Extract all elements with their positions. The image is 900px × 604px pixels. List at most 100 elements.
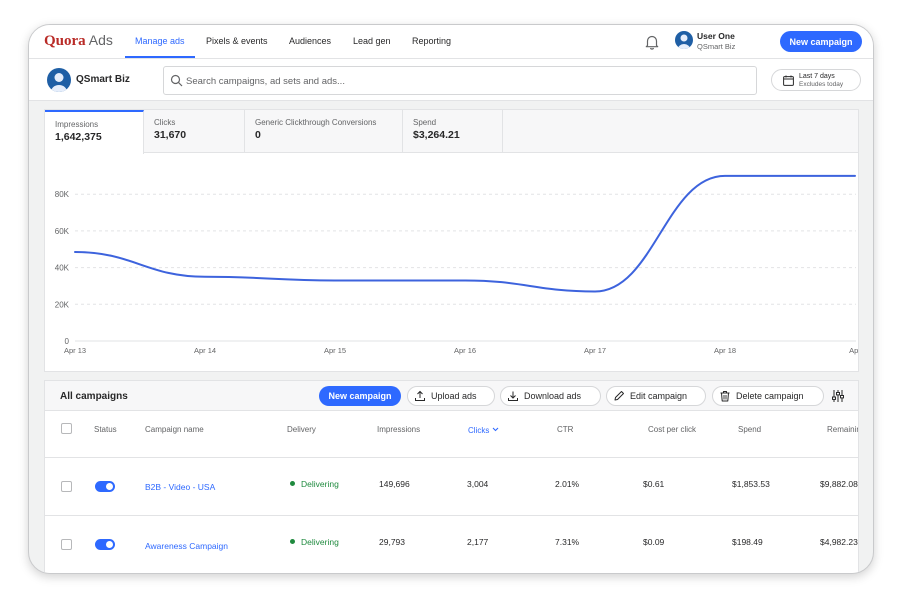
edit-campaign-button[interactable]: Edit campaign	[606, 386, 706, 406]
x-tick-label: Apr	[849, 346, 858, 355]
date-range-sublabel: Excludes today	[799, 81, 844, 88]
user-org: QSmart Biz	[697, 42, 736, 51]
date-range-label: Last 7 days	[799, 73, 835, 80]
cell-remaining: $4,982.23	[820, 537, 858, 547]
y-tick-label: 80K	[55, 190, 70, 199]
row-checkbox[interactable]	[61, 481, 72, 492]
metric-tab-impressions[interactable]: Impressions 1,642,375	[45, 110, 144, 154]
account-bar: QSmart Biz Last 7 days Excludes today	[29, 59, 873, 101]
cell-clicks: 3,004	[467, 479, 489, 489]
user-name[interactable]: User One	[697, 31, 735, 41]
tab-lead-gen[interactable]: Lead gen	[353, 36, 391, 46]
tab-manage-ads[interactable]: Manage ads	[135, 36, 185, 46]
col-delivery[interactable]: Delivery	[287, 425, 316, 434]
upload-icon	[415, 390, 425, 401]
x-tick-label: Apr 13	[64, 346, 86, 355]
metric-tab-conversions[interactable]: Generic Clickthrough Conversions 0	[245, 110, 403, 153]
delivering-dot-icon	[290, 539, 295, 544]
delivery-status-label: Delivering	[301, 537, 339, 547]
metric-tab-clicks[interactable]: Clicks 31,670	[144, 110, 245, 153]
col-spend[interactable]: Spend	[738, 425, 762, 434]
campaigns-toolbar: All campaigns New campaign Upload ads Do…	[45, 381, 858, 411]
account-avatar[interactable]	[47, 68, 71, 92]
date-range-picker[interactable]: Last 7 days Excludes today	[771, 69, 861, 91]
metric-tab-spend[interactable]: Spend $3,264.21	[403, 110, 503, 153]
cell-spend: $1,853.53	[732, 479, 770, 489]
col-ctr[interactable]: CTR	[557, 425, 574, 434]
metric-tabs: Impressions 1,642,375 Clicks 31,670 Gene…	[45, 110, 858, 154]
metric-label: Clicks	[154, 118, 176, 127]
delete-campaign-button[interactable]: Delete campaign	[712, 386, 824, 406]
pencil-icon	[614, 391, 624, 401]
select-all-checkbox[interactable]	[61, 423, 72, 434]
new-campaign-button[interactable]: New campaign	[780, 31, 862, 52]
table-new-campaign-button[interactable]: New campaign	[319, 386, 401, 406]
x-tick-label: Apr 17	[584, 346, 606, 355]
download-ads-label: Download ads	[524, 391, 582, 401]
delivery-status: Delivering	[290, 479, 339, 489]
x-tick-label: Apr 16	[454, 346, 476, 355]
metric-value: 1,642,375	[55, 131, 102, 143]
search-icon	[170, 74, 183, 87]
cell-cost-per-click: $0.61	[643, 479, 665, 489]
impressions-line-chart: 0 20K 40K 60K 80K Apr 13 Apr 14 Apr 15 Apr 16 Apr…	[55, 174, 858, 355]
row-divider	[45, 515, 858, 516]
col-cost-per-click[interactable]: Cost per click	[648, 425, 697, 434]
cell-ctr: 2.01%	[555, 479, 580, 489]
metric-label: Spend	[413, 118, 437, 127]
cell-ctr: 7.31%	[555, 537, 580, 547]
cell-impressions: 29,793	[379, 537, 405, 547]
logo-brand: Quora	[44, 33, 86, 49]
col-clicks[interactable]: Clicks	[468, 425, 500, 435]
y-tick-label: 0	[65, 337, 70, 346]
cell-impressions: 149,696	[379, 479, 410, 489]
metrics-panel: Impressions 1,642,375 Clicks 31,670 Gene…	[44, 109, 859, 372]
search-input[interactable]	[186, 72, 746, 90]
row-divider	[45, 457, 858, 458]
campaign-name-link[interactable]: Awareness Campaign	[145, 541, 228, 551]
delivery-status-label: Delivering	[301, 479, 339, 489]
calendar-icon	[783, 75, 794, 86]
y-tick-label: 40K	[55, 264, 70, 273]
metric-value: $3,264.21	[413, 129, 460, 141]
notifications-bell-icon[interactable]	[643, 33, 661, 51]
metric-value: 31,670	[154, 129, 187, 141]
metric-label: Generic Clickthrough Conversions	[255, 118, 377, 127]
col-remaining[interactable]: Remaining	[827, 425, 858, 434]
col-campaign-name[interactable]: Campaign name	[145, 425, 204, 434]
y-tick-label: 20K	[55, 300, 70, 309]
app-window: Quora Ads Manage ads Pixels & events Aud…	[28, 24, 874, 574]
upload-ads-button[interactable]: Upload ads	[407, 386, 495, 406]
campaigns-panel: All campaigns New campaign Upload ads Do…	[44, 380, 859, 573]
campaigns-title: All campaigns	[60, 391, 128, 402]
x-tick-label: Apr 14	[194, 346, 216, 355]
col-status[interactable]: Status	[94, 425, 117, 434]
upload-ads-label: Upload ads	[431, 391, 477, 401]
x-tick-label: Apr 18	[714, 346, 736, 355]
row-checkbox[interactable]	[61, 539, 72, 550]
cell-cost-per-click: $0.09	[643, 537, 665, 547]
campaign-status-toggle[interactable]	[95, 539, 115, 550]
quora-ads-logo[interactable]: Quora Ads	[44, 32, 113, 50]
cell-remaining: $9,882.08	[820, 479, 858, 489]
chevron-down-icon	[492, 427, 499, 432]
user-avatar[interactable]	[675, 31, 693, 49]
cell-clicks: 2,177	[467, 537, 489, 547]
col-clicks-label: Clicks	[468, 426, 490, 435]
top-navigation: Quora Ads Manage ads Pixels & events Aud…	[29, 25, 873, 59]
tab-audiences[interactable]: Audiences	[289, 36, 332, 46]
campaign-name-link[interactable]: B2B - Video - USA	[145, 482, 216, 492]
download-ads-button[interactable]: Download ads	[500, 386, 601, 406]
delivery-status: Delivering	[290, 537, 339, 547]
metric-value: 0	[255, 129, 261, 141]
campaign-status-toggle[interactable]	[95, 481, 115, 492]
col-impressions[interactable]: Impressions	[377, 425, 421, 434]
column-settings-icon[interactable]	[831, 389, 845, 403]
impressions-series-line[interactable]	[74, 174, 856, 293]
tab-pixels-events[interactable]: Pixels & events	[206, 36, 268, 46]
tab-reporting[interactable]: Reporting	[412, 36, 452, 46]
account-name[interactable]: QSmart Biz	[76, 74, 130, 85]
delete-campaign-label: Delete campaign	[736, 391, 804, 401]
metric-label: Impressions	[55, 120, 99, 129]
download-icon	[508, 391, 518, 401]
